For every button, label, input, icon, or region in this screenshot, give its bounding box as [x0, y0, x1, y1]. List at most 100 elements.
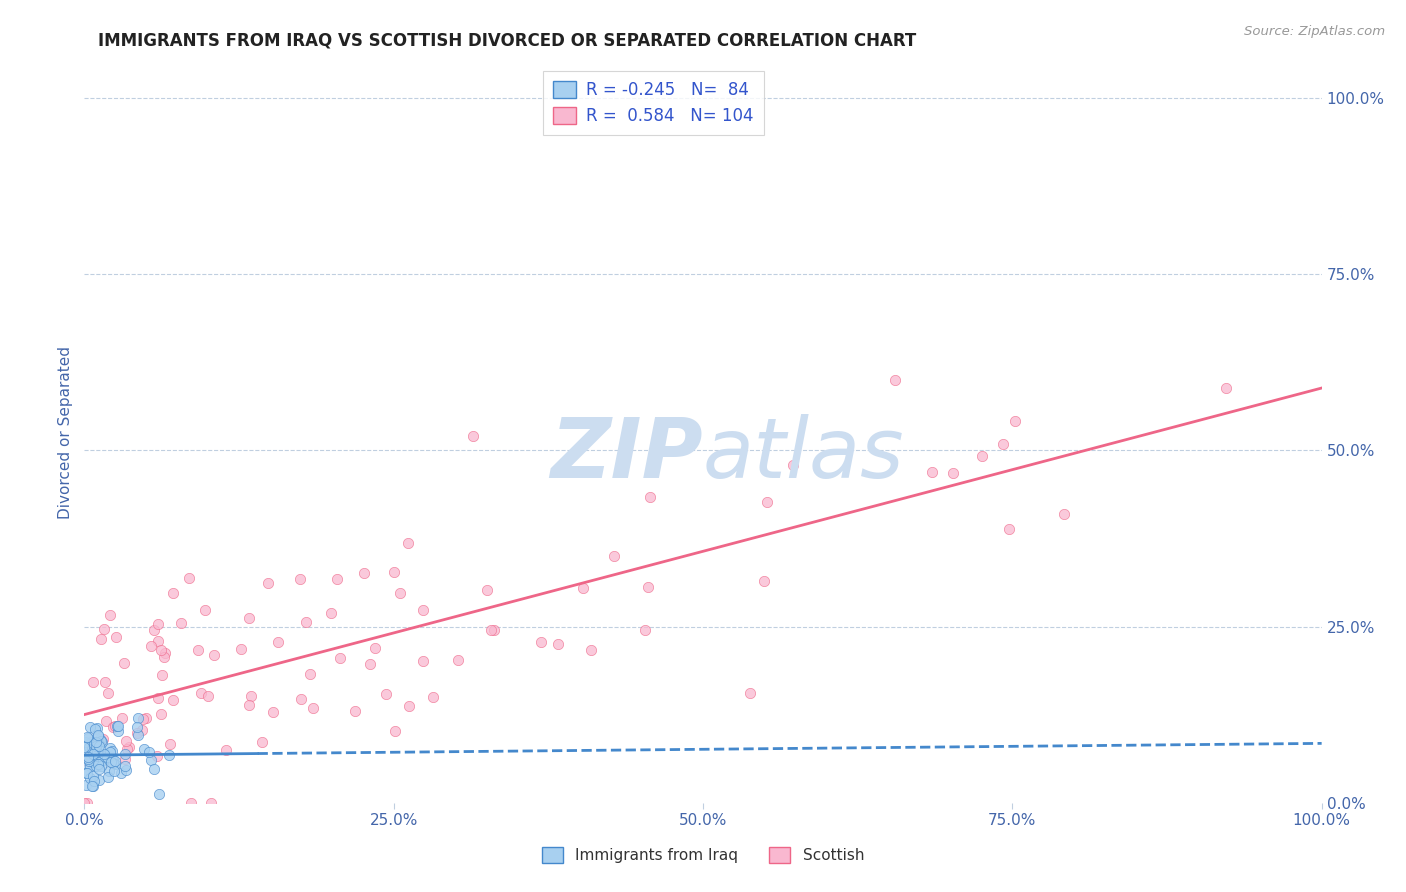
Point: [398, 698, 420, 713]
Point: [115, 763, 138, 777]
Point: [79, 720, 101, 734]
Point: [96, 749, 118, 764]
Y-axis label: Divorced or Separated: Divorced or Separated: [58, 346, 73, 519]
Point: [107, 719, 129, 733]
Point: [579, 643, 602, 657]
Text: ZIP: ZIP: [550, 414, 703, 495]
Point: [115, 742, 138, 756]
Point: [114, 759, 136, 773]
Point: [77, 754, 100, 768]
Point: [84, 739, 107, 753]
Point: [422, 690, 444, 705]
Point: [463, 428, 485, 442]
Point: [162, 585, 184, 599]
Point: [326, 572, 349, 586]
Point: [364, 640, 387, 655]
Point: [738, 686, 761, 700]
Point: [75, 745, 97, 759]
Point: [267, 634, 290, 648]
Point: [87, 739, 110, 753]
Point: [202, 648, 225, 662]
Point: [76, 796, 98, 810]
Point: [77, 750, 100, 764]
Point: [97, 686, 120, 700]
Point: [94, 714, 117, 728]
Point: [73, 734, 96, 748]
Point: [83, 737, 105, 751]
Point: [104, 757, 127, 772]
Point: [571, 582, 593, 596]
Point: [1052, 507, 1074, 521]
Point: [75, 778, 97, 792]
Point: [138, 745, 160, 759]
Point: [101, 756, 124, 771]
Point: [152, 650, 174, 665]
Point: [187, 643, 209, 657]
Point: [288, 572, 311, 586]
Point: [1215, 381, 1237, 395]
Text: IMMIGRANTS FROM IRAQ VS SCOTTISH DIVORCED OR SEPARATED CORRELATION CHART: IMMIGRANTS FROM IRAQ VS SCOTTISH DIVORCE…: [98, 31, 917, 49]
Point: [343, 704, 366, 718]
Point: [79, 759, 101, 773]
Point: [104, 630, 127, 644]
Point: [87, 729, 110, 743]
Point: [477, 583, 499, 598]
Point: [162, 693, 184, 707]
Point: [90, 734, 112, 748]
Point: [883, 373, 905, 387]
Point: [76, 752, 98, 766]
Point: [112, 656, 135, 670]
Point: [127, 711, 149, 725]
Point: [89, 773, 111, 788]
Text: atlas: atlas: [703, 414, 904, 495]
Point: [89, 751, 111, 765]
Point: [299, 666, 322, 681]
Point: [135, 711, 157, 725]
Point: [82, 747, 104, 761]
Point: [148, 690, 170, 705]
Point: [101, 753, 124, 767]
Point: [146, 616, 169, 631]
Point: [200, 796, 222, 810]
Point: [98, 608, 121, 623]
Point: [238, 611, 260, 625]
Point: [111, 710, 134, 724]
Legend: Immigrants from Iraq, Scottish: Immigrants from Iraq, Scottish: [536, 841, 870, 869]
Point: [76, 754, 98, 768]
Point: [353, 566, 375, 580]
Point: [412, 654, 434, 668]
Point: [97, 770, 120, 784]
Point: [90, 758, 112, 772]
Point: [159, 737, 181, 751]
Point: [529, 635, 551, 649]
Point: [290, 692, 312, 706]
Point: [84, 735, 107, 749]
Point: [215, 743, 238, 757]
Point: [73, 796, 96, 810]
Point: [87, 756, 110, 771]
Point: [150, 667, 173, 681]
Point: [87, 747, 110, 762]
Point: [101, 744, 124, 758]
Point: [194, 602, 217, 616]
Point: [229, 641, 252, 656]
Point: [756, 495, 779, 509]
Point: [125, 726, 148, 740]
Point: [384, 565, 406, 579]
Point: [80, 752, 103, 766]
Point: [103, 764, 125, 778]
Point: [294, 615, 316, 629]
Point: [479, 623, 502, 637]
Point: [319, 606, 342, 620]
Point: [98, 764, 121, 778]
Point: [107, 723, 129, 738]
Point: [89, 731, 111, 746]
Point: [101, 720, 124, 734]
Point: [257, 576, 280, 591]
Text: Source: ZipAtlas.com: Source: ZipAtlas.com: [1244, 25, 1385, 38]
Point: [146, 748, 169, 763]
Point: [374, 687, 396, 701]
Point: [91, 753, 114, 767]
Point: [115, 733, 138, 747]
Point: [103, 754, 125, 768]
